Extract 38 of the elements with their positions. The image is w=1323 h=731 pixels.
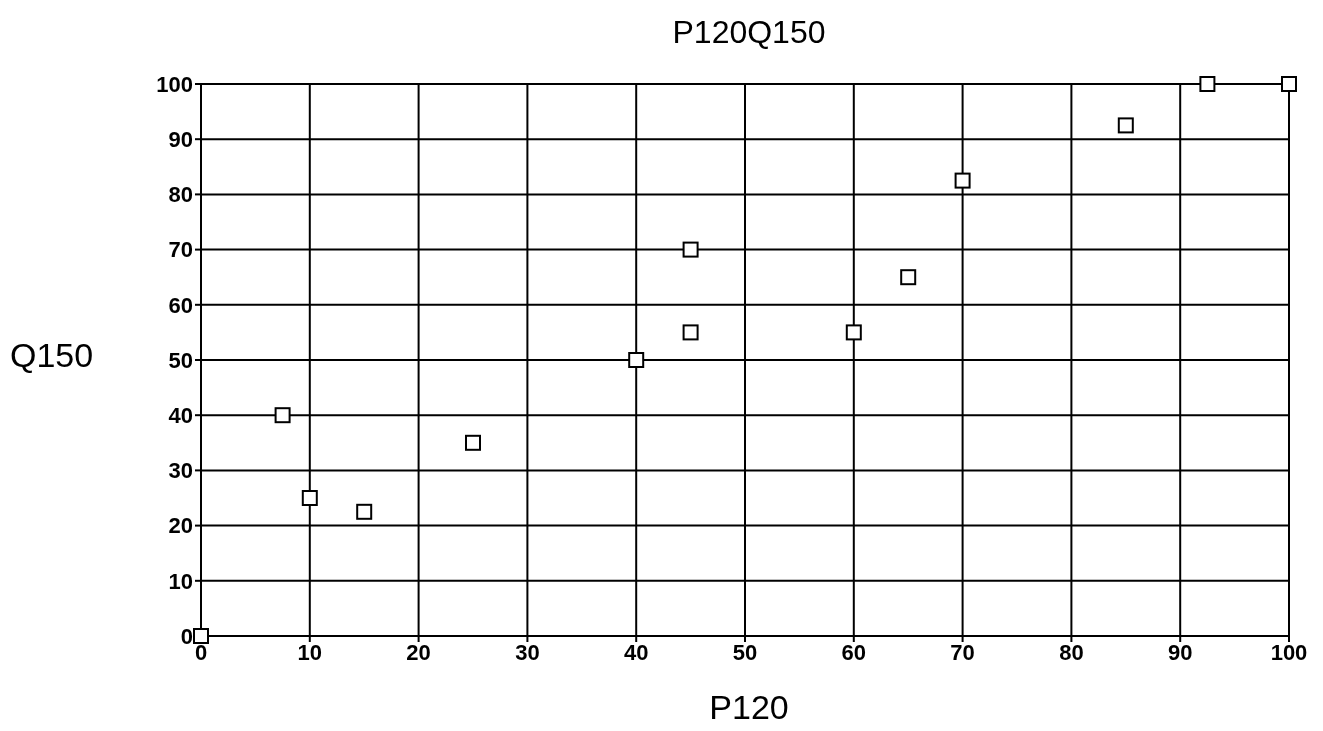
y-tick-label: 90 bbox=[168, 127, 193, 153]
x-tick-label: 100 bbox=[1270, 639, 1308, 665]
point bbox=[682, 324, 699, 341]
chart-title: P120Q150 bbox=[671, 14, 827, 51]
x-axis-title: P120 bbox=[708, 688, 790, 727]
point bbox=[356, 503, 373, 520]
y-tick-label: 10 bbox=[168, 568, 193, 594]
point bbox=[682, 241, 699, 258]
point bbox=[465, 434, 481, 451]
point bbox=[954, 172, 971, 189]
x-tick-label: 10 bbox=[297, 639, 323, 665]
y-tick-label: 100 bbox=[156, 71, 193, 97]
point bbox=[845, 324, 862, 341]
x-tick-label: 60 bbox=[841, 639, 867, 665]
x-tick-label: 90 bbox=[1167, 639, 1193, 665]
point bbox=[301, 490, 318, 506]
y-axis-title: Q150 bbox=[10, 336, 94, 375]
y-tick-label: 30 bbox=[168, 458, 193, 484]
x-tick-label: 50 bbox=[732, 639, 758, 665]
y-tick-label: 50 bbox=[168, 347, 193, 373]
x-tick-label: 80 bbox=[1059, 639, 1084, 665]
point bbox=[628, 352, 645, 368]
y-tick-label: 70 bbox=[168, 237, 193, 263]
point bbox=[1281, 76, 1297, 92]
y-tick-label: 40 bbox=[168, 403, 193, 429]
y-tick-label: 0 bbox=[180, 623, 193, 649]
x-tick-label: 20 bbox=[406, 639, 431, 665]
point bbox=[1117, 117, 1134, 134]
point bbox=[193, 628, 209, 644]
y-tick-label: 80 bbox=[168, 182, 193, 208]
point bbox=[900, 269, 917, 286]
y-tick-label: 60 bbox=[168, 292, 193, 318]
point bbox=[1199, 76, 1216, 92]
x-tick-label: 70 bbox=[950, 639, 975, 665]
x-tick-label: 40 bbox=[623, 639, 649, 665]
x-tick-label: 30 bbox=[515, 639, 540, 665]
y-tick-label: 20 bbox=[168, 513, 193, 539]
point bbox=[274, 407, 291, 424]
